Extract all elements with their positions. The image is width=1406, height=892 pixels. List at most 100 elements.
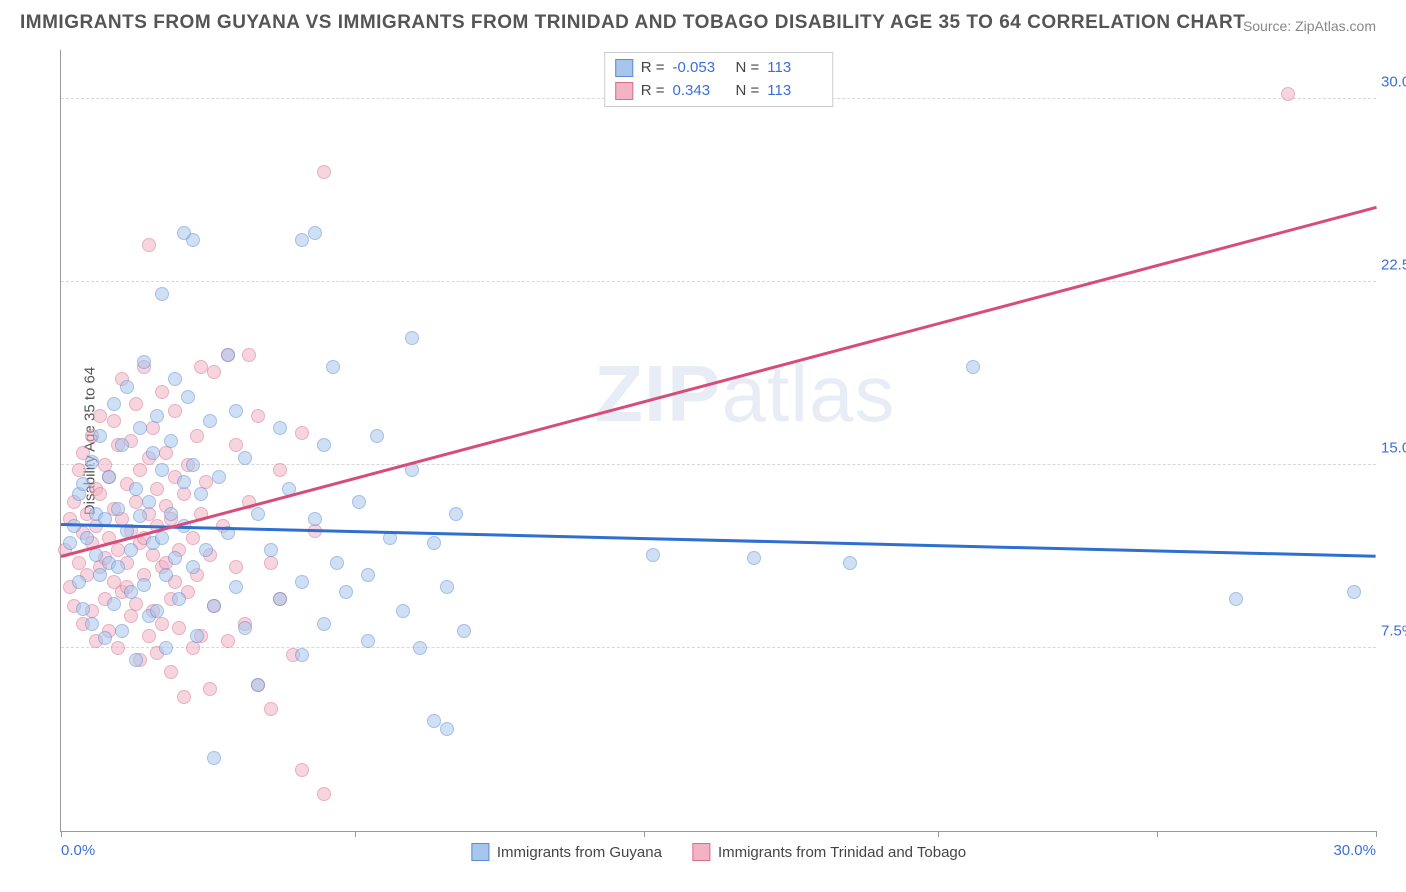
x-axis-tick-mark <box>644 831 645 837</box>
data-point <box>177 690 191 704</box>
data-point <box>1229 592 1243 606</box>
legend-correlation: R = -0.053 N = 113 R = 0.343 N = 113 <box>604 52 834 107</box>
watermark-light: atlas <box>722 349 896 438</box>
data-point <box>133 509 147 523</box>
watermark-bold: ZIP <box>594 349 721 438</box>
data-point <box>186 531 200 545</box>
n-label: N = <box>736 57 760 80</box>
data-point <box>107 397 121 411</box>
data-point <box>133 463 147 477</box>
data-point <box>155 287 169 301</box>
data-point <box>405 331 419 345</box>
data-point <box>457 624 471 638</box>
x-axis-tick-min: 0.0% <box>61 842 95 859</box>
data-point <box>238 621 252 635</box>
data-point <box>238 451 252 465</box>
data-point <box>212 470 226 484</box>
y-axis-tick: 22.5% <box>1381 256 1406 273</box>
data-point <box>221 634 235 648</box>
data-point <box>317 438 331 452</box>
data-point <box>155 617 169 631</box>
swatch-trinidad <box>615 82 633 100</box>
data-point <box>137 578 151 592</box>
data-point <box>146 446 160 460</box>
source-attribution: Source: ZipAtlas.com <box>1243 18 1376 34</box>
x-axis-tick-mark <box>61 831 62 837</box>
legend-row-trinidad: R = 0.343 N = 113 <box>615 80 823 103</box>
data-point <box>120 380 134 394</box>
data-point <box>72 463 86 477</box>
n-value-trinidad: 113 <box>767 80 822 103</box>
data-point <box>207 599 221 613</box>
data-point <box>72 575 86 589</box>
data-point <box>427 714 441 728</box>
chart-title: IMMIGRANTS FROM GUYANA VS IMMIGRANTS FRO… <box>20 12 1245 34</box>
data-point <box>107 414 121 428</box>
data-point <box>142 238 156 252</box>
data-point <box>1281 87 1295 101</box>
data-point <box>93 429 107 443</box>
data-point <box>150 482 164 496</box>
data-point <box>186 641 200 655</box>
data-point <box>352 495 366 509</box>
data-point <box>168 372 182 386</box>
x-axis-tick-max: 30.0% <box>1333 842 1376 859</box>
y-axis-tick: 7.5% <box>1381 622 1406 639</box>
data-point <box>330 556 344 570</box>
data-point <box>317 787 331 801</box>
data-point <box>295 763 309 777</box>
data-point <box>172 621 186 635</box>
data-point <box>159 568 173 582</box>
data-point <box>295 426 309 440</box>
data-point <box>186 560 200 574</box>
data-point <box>129 653 143 667</box>
data-point <box>93 568 107 582</box>
trend-line <box>61 523 1376 557</box>
data-point <box>168 404 182 418</box>
data-point <box>843 556 857 570</box>
data-point <box>396 604 410 618</box>
data-point <box>107 597 121 611</box>
data-point <box>186 458 200 472</box>
data-point <box>142 495 156 509</box>
n-value-guyana: 113 <box>767 57 822 80</box>
data-point <box>194 360 208 374</box>
series-label-trinidad: Immigrants from Trinidad and Tobago <box>718 844 966 861</box>
data-point <box>251 507 265 521</box>
data-point <box>124 609 138 623</box>
data-point <box>89 548 103 562</box>
data-point <box>177 475 191 489</box>
data-point <box>221 348 235 362</box>
gridline <box>61 647 1376 648</box>
data-point <box>177 226 191 240</box>
swatch-guyana-icon <box>471 843 489 861</box>
data-point <box>264 543 278 557</box>
data-point <box>242 348 256 362</box>
data-point <box>440 580 454 594</box>
data-point <box>273 592 287 606</box>
legend-item-trinidad: Immigrants from Trinidad and Tobago <box>692 843 966 861</box>
data-point <box>229 404 243 418</box>
gridline <box>61 464 1376 465</box>
data-point <box>63 536 77 550</box>
y-axis-tick: 30.0% <box>1381 73 1406 90</box>
source-label: Source: <box>1243 18 1291 34</box>
data-point <box>229 560 243 574</box>
data-point <box>98 631 112 645</box>
data-point <box>129 495 143 509</box>
data-point <box>85 455 99 469</box>
source-value: ZipAtlas.com <box>1295 18 1376 34</box>
data-point <box>427 536 441 550</box>
r-label: R = <box>641 80 665 103</box>
data-point <box>326 360 340 374</box>
legend-series: Immigrants from Guyana Immigrants from T… <box>471 843 966 861</box>
data-point <box>142 629 156 643</box>
trend-line <box>61 206 1377 557</box>
data-point <box>164 665 178 679</box>
data-point <box>361 568 375 582</box>
data-point <box>115 438 129 452</box>
data-point <box>155 463 169 477</box>
data-point <box>155 531 169 545</box>
data-point <box>129 397 143 411</box>
data-point <box>251 678 265 692</box>
